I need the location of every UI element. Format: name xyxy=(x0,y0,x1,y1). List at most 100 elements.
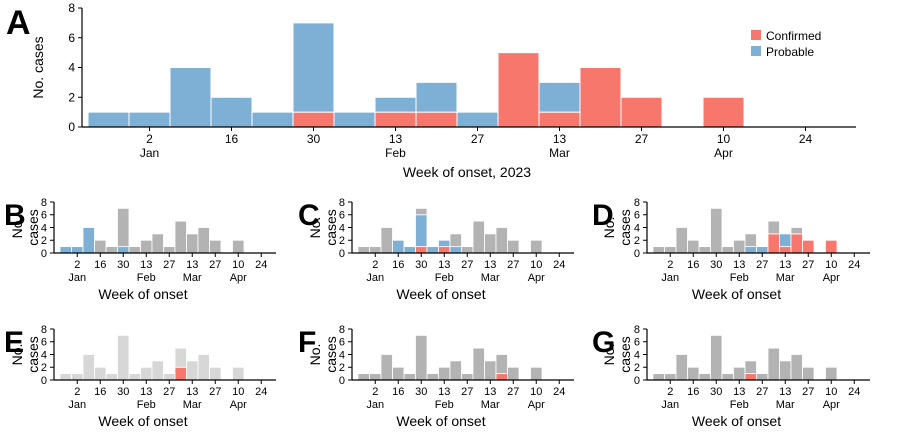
y-tick-label: 8 xyxy=(41,324,47,336)
y-tick-label: 4 xyxy=(68,61,75,75)
bar-other-week-10 xyxy=(174,220,187,254)
bar-other-week-8 xyxy=(449,233,462,248)
bar-other-week-1 xyxy=(664,373,677,381)
x-tick-label-day: 24 xyxy=(255,386,267,398)
bar-other-week-3 xyxy=(94,239,107,254)
y-axis-label-line2: cases xyxy=(323,209,339,246)
panel-letter: D xyxy=(592,199,614,232)
x-tick-label-month: Feb xyxy=(435,399,454,411)
x-tick-label-day: 30 xyxy=(415,259,427,271)
x-tick-label-day: 10 xyxy=(232,259,244,271)
x-tick-label-day: 2 xyxy=(372,259,378,271)
bar-other-week-10 xyxy=(767,220,780,235)
y-tick-label: 8 xyxy=(41,197,47,209)
bar-confirmed-week-12 xyxy=(495,373,508,381)
x-tick-label-day: 2 xyxy=(667,259,673,271)
bar-other-week-8 xyxy=(449,360,462,381)
y-axis-label-line1: No. xyxy=(307,344,323,366)
x-tick-label-day: 16 xyxy=(392,386,404,398)
x-tick-label-month: Feb xyxy=(137,272,156,284)
x-tick-label-day: 16 xyxy=(94,386,106,398)
bar-probable-week-7 xyxy=(374,96,417,113)
y-axis-label-line1: No. xyxy=(9,344,25,366)
y-axis-label-line1: No. xyxy=(601,217,617,239)
bar-other-week-4 xyxy=(698,246,711,254)
bar-other-week-2 xyxy=(675,227,688,254)
bar-other-week-12 xyxy=(790,354,803,381)
bar-probable-week-0 xyxy=(87,111,130,128)
bar-probable-week-6 xyxy=(333,111,376,128)
bar-probable-week-11 xyxy=(779,233,792,248)
x-tick-label-day: 2 xyxy=(146,132,153,146)
y-axis-label-line2: cases xyxy=(617,209,633,246)
bar-other-week-0 xyxy=(652,373,665,381)
bar-other-week-13 xyxy=(507,366,520,381)
x-tick-label-day: 13 xyxy=(438,386,450,398)
x-tick-label-day: 27 xyxy=(507,259,519,271)
x-tick-label-day: 27 xyxy=(461,386,473,398)
bar-confirmed-week-8 xyxy=(415,111,458,128)
x-tick-label-day: 30 xyxy=(710,386,722,398)
bar-other-week-2 xyxy=(380,227,393,254)
x-tick-label-day: 10 xyxy=(530,386,542,398)
bar-other-week-11 xyxy=(484,360,497,381)
x-tick-label-day: 13 xyxy=(484,386,496,398)
y-axis-label: No. cases xyxy=(30,36,46,98)
bar-other-week-7 xyxy=(140,366,153,381)
y-axis-label-line2: cases xyxy=(323,336,339,373)
bar-confirmed-week-5 xyxy=(415,246,428,254)
x-tick-label-month: Apr xyxy=(714,146,733,160)
bar-other-week-4 xyxy=(105,373,118,381)
bar-other-week-5 xyxy=(710,334,723,381)
x-axis-label: Week of onset xyxy=(396,413,485,429)
y-tick-label: 4 xyxy=(41,222,47,234)
x-tick-label-month: Apr xyxy=(230,399,247,411)
bar-other-week-15 xyxy=(232,239,245,254)
y-tick-label: 8 xyxy=(634,197,640,209)
bar-other-week-15 xyxy=(232,366,245,381)
bar-probable-week-3 xyxy=(392,239,405,254)
y-tick-label: 2 xyxy=(339,362,345,374)
bar-other-week-2 xyxy=(675,354,688,381)
x-tick-label-day: 10 xyxy=(717,132,731,146)
x-tick-label-month: Feb xyxy=(385,146,406,160)
bar-other-week-8 xyxy=(151,360,164,381)
y-axis-label-line2: cases xyxy=(25,336,41,373)
y-tick-label: 6 xyxy=(634,337,640,349)
x-tick-label-day: 24 xyxy=(255,259,267,271)
y-tick-label: 6 xyxy=(634,210,640,222)
x-axis-label: Week of onset xyxy=(692,286,781,302)
bar-other-week-13 xyxy=(209,366,222,381)
bar-probable-week-6 xyxy=(426,246,439,254)
panel-letter: G xyxy=(592,326,615,359)
x-axis-label: Week of onset xyxy=(98,286,187,302)
x-tick-label-day: 13 xyxy=(140,259,152,271)
bar-probable-week-7 xyxy=(438,239,451,248)
bar-other-week-6 xyxy=(128,246,141,254)
x-tick-label-day: 2 xyxy=(372,386,378,398)
x-tick-label-day: 24 xyxy=(553,259,565,271)
bar-other-week-13 xyxy=(802,366,815,381)
bar-probable-week-3 xyxy=(210,96,253,128)
bar-other-week-4 xyxy=(105,246,118,254)
x-tick-label-month: Apr xyxy=(528,272,545,284)
bar-confirmed-week-13 xyxy=(802,239,815,254)
y-tick-label: 0 xyxy=(41,375,47,387)
x-tick-label-month: Mar xyxy=(776,399,795,411)
bar-other-week-9 xyxy=(461,246,474,254)
bar-other-week-1 xyxy=(664,246,677,254)
bar-other-week-11 xyxy=(186,360,199,381)
bar-probable-week-8 xyxy=(744,246,757,254)
x-tick-label-day: 24 xyxy=(848,386,860,398)
bar-other-week-1 xyxy=(369,373,382,381)
x-tick-label-month: Jan xyxy=(68,272,86,284)
bar-probable-week-1 xyxy=(71,246,84,254)
x-tick-label-month: Jan xyxy=(661,399,679,411)
x-axis-label: Week of onset xyxy=(98,413,187,429)
x-tick-label-month: Feb xyxy=(435,272,454,284)
bar-confirmed-week-13 xyxy=(620,96,663,128)
bar-other-week-13 xyxy=(209,239,222,254)
y-tick-label: 2 xyxy=(339,235,345,247)
bar-other-week-3 xyxy=(687,239,700,254)
